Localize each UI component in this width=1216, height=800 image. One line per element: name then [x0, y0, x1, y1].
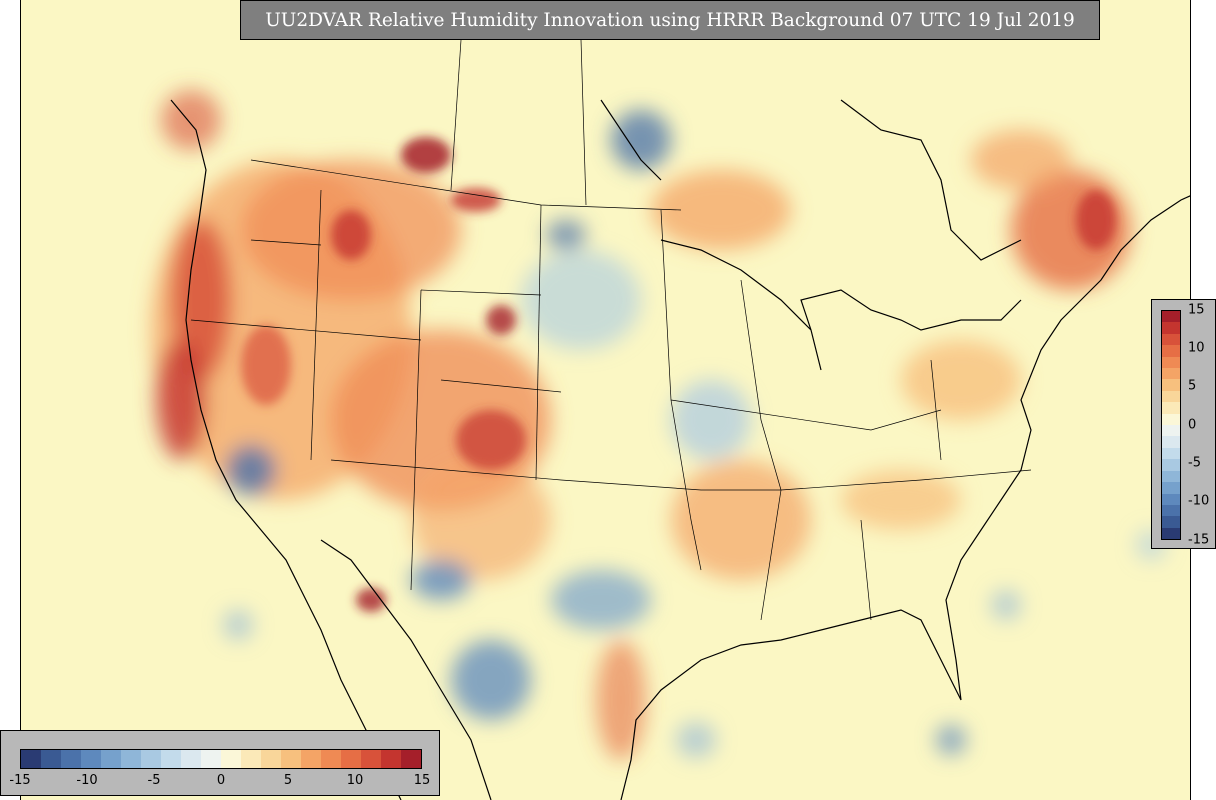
colorbar-swatch [161, 750, 181, 768]
colorbar-swatch [201, 750, 221, 768]
colorbar-swatch [181, 750, 201, 768]
colorbar-swatch [301, 750, 321, 768]
colorbar-swatch [21, 750, 41, 768]
v-tick: 5 [1188, 378, 1197, 394]
map-outlines [170, 99, 1190, 800]
colorbar-swatch [1162, 482, 1180, 494]
colorbar-swatch [1162, 459, 1180, 471]
v-tick: 10 [1188, 340, 1205, 356]
colorbar-swatch [101, 750, 121, 768]
colorbar-swatch [261, 750, 281, 768]
h-tick: -10 [76, 773, 98, 788]
h-tick: 10 [346, 773, 364, 788]
colorbar-swatch [361, 750, 381, 768]
colorbar-swatch [1162, 436, 1180, 448]
colorbar-swatch [1162, 425, 1180, 437]
colorbar-swatch [321, 750, 341, 768]
colorbar-horizontal: -15 -10 -5 0 5 10 15 [0, 730, 440, 796]
h-tick: 15 [413, 773, 431, 788]
h-tick: -15 [9, 773, 31, 788]
colorbar-swatch [1162, 493, 1180, 505]
colorbar-swatch [381, 750, 401, 768]
humidity-innovation-map [151, 39, 1190, 800]
colorbar-swatch [1162, 504, 1180, 517]
colorbar-swatch [221, 750, 241, 768]
colorbar-swatch [81, 750, 101, 768]
colorbar-swatch [1162, 516, 1180, 528]
innovation-field [151, 90, 1166, 760]
v-tick: 0 [1188, 417, 1197, 433]
colorbar-swatch [1162, 402, 1180, 414]
colorbar-swatch [1162, 311, 1180, 323]
colorbar-swatch [121, 750, 141, 768]
v-tick: -10 [1188, 493, 1210, 509]
colorbar-swatch [41, 750, 61, 768]
colorbar-swatch [1162, 413, 1180, 426]
colorbar-vertical: 15 10 5 0 -5 -10 -15 [1151, 299, 1216, 549]
colorbar-swatch [241, 750, 261, 768]
h-tick: 0 [216, 773, 226, 788]
map-title: UU2DVAR Relative Humidity Innovation usi… [265, 9, 1075, 31]
state-borders [190, 39, 1032, 621]
colorbar-swatch [401, 750, 421, 768]
colorbar-swatch [1162, 345, 1180, 357]
colorbar-swatch [1162, 470, 1180, 483]
colorbar-swatch [1162, 527, 1180, 540]
v-tick: -15 [1188, 532, 1210, 548]
colorbar-swatch [341, 750, 361, 768]
colorbar-swatch [1162, 333, 1180, 346]
v-tick: 15 [1188, 302, 1205, 318]
colorbar-vertical-strip [1161, 310, 1181, 540]
colorbar-swatch [141, 750, 161, 768]
colorbar-swatch [1162, 447, 1180, 460]
innovation-hotspots [241, 137, 1116, 612]
h-tick: 5 [283, 773, 293, 788]
colorbar-swatch [281, 750, 301, 768]
h-tick: -5 [147, 773, 161, 788]
colorbar-swatch [1162, 390, 1180, 403]
colorbar-swatch [1162, 322, 1180, 334]
colorbar-swatch [1162, 379, 1180, 391]
colorbar-swatch [61, 750, 81, 768]
v-tick: -5 [1188, 455, 1201, 471]
map-title-box: UU2DVAR Relative Humidity Innovation usi… [240, 0, 1100, 40]
colorbar-swatch [1162, 356, 1180, 369]
map-panel [20, 0, 1191, 800]
colorbar-swatch [1162, 368, 1180, 380]
colorbar-horizontal-strip [20, 749, 422, 769]
